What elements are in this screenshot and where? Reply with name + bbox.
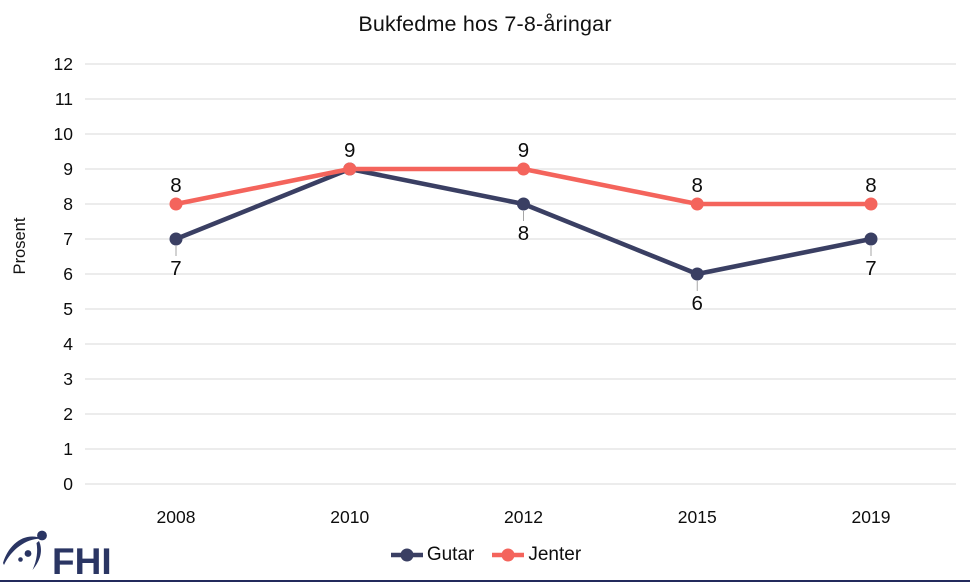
y-tick-label: 0 [63,474,73,494]
data-label: 7 [865,257,876,280]
legend-marker-jenter-icon [492,548,525,562]
x-tick-label: 2012 [504,507,543,527]
data-label: 6 [692,292,703,315]
data-point-jenter [864,197,878,211]
x-tick-label: 2010 [330,507,369,527]
y-tick-label: 9 [63,159,73,179]
data-label: 9 [518,139,529,162]
y-tick-label: 2 [63,404,73,424]
x-tick-label: 2008 [157,507,196,527]
data-label: 8 [865,174,876,197]
data-point-jenter [169,197,183,211]
data-point-gutar [864,232,878,246]
fhi-logo-icon: FHI [3,530,112,582]
data-label: 9 [344,139,355,162]
x-tick-label: 2019 [852,507,891,527]
data-label: 8 [170,174,181,197]
legend-label-jenter: Jenter [528,544,582,565]
y-tick-label: 5 [63,299,73,319]
legend-marker-gutar-icon [390,548,423,562]
y-tick-label: 1 [63,439,73,459]
legend-label-gutar: Gutar [426,544,475,565]
data-point-gutar [690,267,704,281]
legend-item-jenter: Jenter [490,544,581,566]
bottom-rule [0,579,970,582]
data-label: 8 [518,222,529,245]
fhi-logo: FHI [2,526,114,582]
y-tick-label: 6 [63,264,73,284]
y-tick-label: 8 [63,194,73,214]
data-label: 8 [692,174,703,197]
data-point-jenter [517,162,530,176]
chart-legend: Gutar Jenter [0,541,970,569]
y-tick-label: 12 [54,54,73,74]
data-point-gutar [169,232,183,246]
svg-text:FHI: FHI [52,541,112,580]
legend-item-gutar: Gutar [389,544,475,566]
y-tick-label: 11 [55,89,73,109]
y-tick-label: 7 [63,229,73,249]
y-tick-label: 10 [54,124,74,144]
y-tick-label: 4 [63,334,73,354]
data-point-jenter [690,197,704,211]
data-label: 7 [170,257,181,280]
data-point-jenter [343,162,357,176]
x-tick-label: 2015 [678,507,717,527]
chart-title: Bukfedme hos 7-8-åringar [358,12,612,36]
data-point-gutar [517,197,530,211]
y-tick-label: 3 [63,369,73,389]
